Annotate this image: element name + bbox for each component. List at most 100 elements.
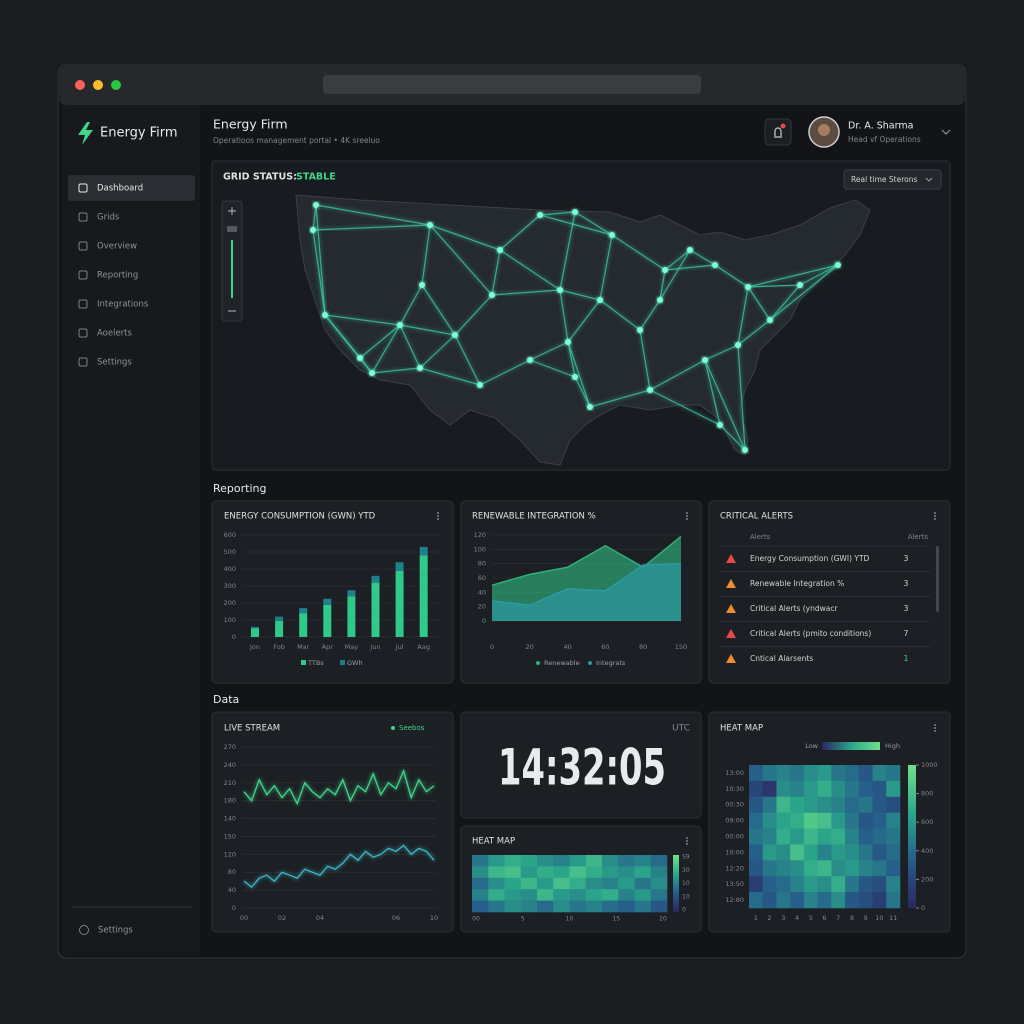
menu-dot[interactable] [686,515,688,517]
menu-dot[interactable] [934,730,936,732]
menu-dot[interactable] [934,518,936,520]
menu-dot[interactable] [437,518,439,520]
y-tick-label: 200 [224,599,236,607]
nav-item[interactable]: Integrations [97,300,149,310]
nav-icon [78,270,88,280]
menu-dot[interactable] [934,727,936,729]
heat-cell [618,889,635,901]
grid-link [315,204,326,316]
heat-cell [872,812,887,829]
grid-node [742,447,748,453]
x-tick-label: 5 [809,914,813,922]
nav-active [68,175,195,201]
heat-cell [650,877,668,890]
page-title: Energy Firm [213,117,288,132]
grid-link [704,359,721,426]
colorbar-label: 30 [682,867,690,874]
menu-dot[interactable] [934,512,936,514]
alert-name[interactable]: Critical Alerts (pmito conditions) [750,629,871,638]
colorbar-label: 0 [921,904,925,912]
heat-cell [817,796,832,813]
settings-link[interactable]: Settings [98,926,133,936]
alert-name[interactable]: Renewable Integration % [750,579,844,588]
heat-cell [472,877,489,890]
grid-node [477,382,483,388]
nav-item[interactable]: Overview [97,242,137,252]
y-tick-label: 09:00 [725,817,744,825]
grid-link [399,324,421,369]
address-bar[interactable] [323,75,701,94]
alert-name[interactable]: Energy Consumption (GWI) YTD [750,554,870,563]
y-tick-label: 270 [224,743,236,751]
heat-cell [803,892,818,909]
grid-link [567,341,591,408]
grid-node [712,262,718,268]
minimize-button[interactable] [93,80,103,90]
heat-cell [762,892,777,909]
heat-cell [504,855,522,867]
colorbar-label: 400 [921,847,933,855]
x-tick-label: 7 [836,914,840,922]
x-tick-label: 10 [566,916,574,923]
nav-item[interactable]: Aoelerts [97,329,133,339]
menu-dot[interactable] [686,512,688,514]
grid-link [639,329,651,391]
grid-node [662,267,668,273]
maximize-button[interactable] [111,80,121,90]
colorbar-label: 10 [682,893,690,900]
y-tick-label: 13:50 [725,880,744,888]
heat-cell [618,877,635,890]
menu-dot[interactable] [437,512,439,514]
nav-item[interactable]: Dashboard [97,184,143,194]
heat-cell [618,866,635,879]
x-tick-label: 10 [430,914,438,922]
nav-icon [78,357,88,367]
close-button[interactable] [75,80,85,90]
grid-link [454,294,493,336]
area-line [491,535,682,586]
y-tick-label: 500 [224,548,236,556]
sidebar [62,105,200,955]
user-menu-chevron[interactable] [941,129,951,135]
alert-name[interactable]: Cntical Alarsents [750,654,813,663]
menu-dot[interactable] [686,843,688,845]
bell-icon [774,127,782,138]
nav-item[interactable]: Grids [97,213,120,223]
menu-dot[interactable] [686,518,688,520]
grid-link [479,359,531,386]
heat-cell [472,866,489,879]
scrollbar[interactable] [936,546,939,612]
grid-node [657,297,663,303]
zoom-in[interactable] [228,207,236,215]
nav-icon [78,328,88,338]
nav-item[interactable]: Settings [97,358,132,368]
zoom-handle[interactable] [227,226,237,232]
heat-cell [790,780,805,798]
x-tick-label: 60 [601,643,609,651]
menu-dot[interactable] [934,724,936,726]
grid-link [639,299,661,331]
clock-panel [460,711,702,819]
grid-link [611,234,666,271]
menu-dot[interactable] [686,840,688,842]
menu-dot[interactable] [686,837,688,839]
x-tick-label: Apr [322,643,334,651]
grid-node [702,357,708,363]
alert-icon [726,629,736,638]
heat-cell [762,876,777,893]
heat-cell [872,844,887,861]
heat-cell [872,828,887,845]
heat-cell [803,876,818,893]
notification-button[interactable] [764,118,792,146]
station-dropdown[interactable] [843,169,942,190]
nav-item[interactable]: Reporting [97,271,138,281]
y-tick-label: 60 [478,574,486,582]
x-tick-label: 6 [822,914,826,922]
alert-name[interactable]: Critical Alerts (yndwacr [750,604,838,613]
menu-dot[interactable] [934,515,936,517]
grid-link [499,249,561,291]
menu-dot[interactable] [437,515,439,517]
y-tick-label: 80 [478,560,486,568]
heat-cell [845,844,860,861]
nav-icon [78,241,88,251]
